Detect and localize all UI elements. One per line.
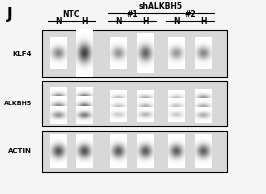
Text: #1: #1 [126,10,138,19]
Text: H: H [142,17,148,26]
Text: H: H [81,17,88,26]
Bar [42,131,227,172]
Text: J: J [7,7,12,22]
Text: N: N [174,17,180,26]
Bar [42,30,227,77]
Text: shALKBH5: shALKBH5 [139,2,183,10]
Text: #2: #2 [184,10,196,19]
Text: ALKBH5: ALKBH5 [5,101,33,106]
Bar [42,81,227,126]
Text: N: N [116,17,122,26]
Text: N: N [55,17,61,26]
Text: ACTIN: ACTIN [8,148,32,154]
Text: NTC: NTC [63,10,80,19]
Text: H: H [200,17,206,26]
Text: KLF4: KLF4 [13,50,32,56]
